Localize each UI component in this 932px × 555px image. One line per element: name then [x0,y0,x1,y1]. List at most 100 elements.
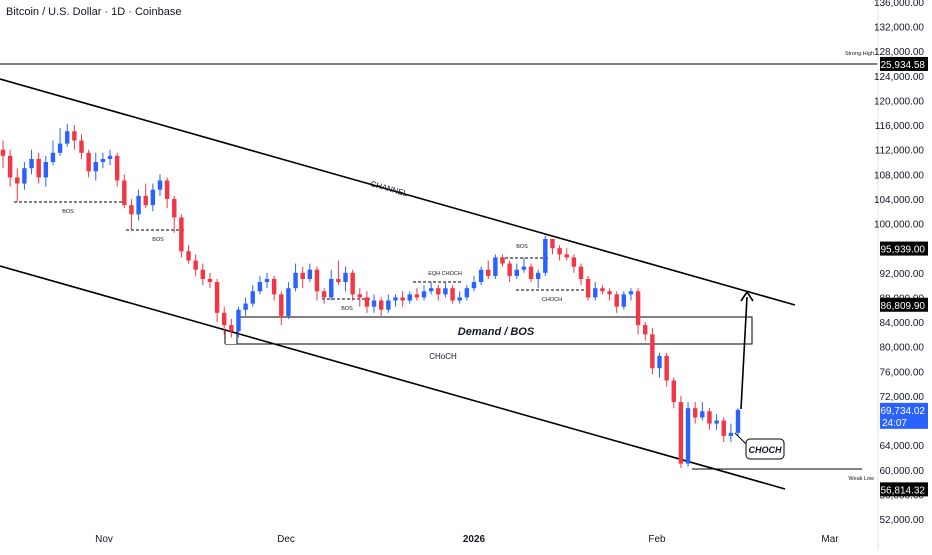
candle-body [329,278,334,298]
y-tick-label: 80,000.00 [880,343,925,354]
x-tick-label: Mar [821,534,839,545]
choch-callout-label: CHOCH [749,445,782,455]
candle-body [179,217,184,252]
y-tick-label: 72,000.00 [880,392,925,403]
price-tag-bg [880,241,928,256]
y-tick-label: 52,000.00 [880,515,925,526]
choch-callout-pointer [734,432,748,446]
price-tag-bg [880,297,928,312]
candle-body [100,158,106,163]
candle-body [307,269,313,279]
x-tick-label: Feb [648,534,666,545]
choch-callout-box [745,438,785,460]
candle-body [421,291,427,298]
candle-body [86,152,91,172]
candle-body [400,297,405,301]
y-tick-label: 64,000.00 [880,441,925,452]
y-tick-label: 60,000.00 [880,466,925,477]
candle-body [50,152,56,163]
candle-body [172,198,177,218]
candle-body [293,272,298,289]
candle-body [371,300,377,307]
choch-small-label: CHOCH [542,297,562,303]
price-tag-label: 125,934.58 [875,60,925,71]
candle-body [157,180,163,190]
candle-body [707,411,712,424]
x-tick-label: Dec [277,534,295,545]
y-tick-label: 132,000.00 [874,23,924,34]
demand-label: Demand / BOS [458,326,535,338]
candle-body [72,131,77,141]
candle-body [7,155,13,178]
candle-body [628,291,634,295]
y-tick-label: 84,000.00 [880,318,925,329]
y-tick-label: 92,000.00 [880,269,925,280]
candle-body [457,297,462,301]
candle-body [692,408,698,418]
candle-body [200,269,206,279]
current-price-tag-bg [880,402,928,429]
candle-body [486,269,491,276]
candle-body [678,402,684,464]
candle-body [186,251,191,261]
candle-body [407,294,412,301]
candle-body [257,282,263,292]
candle-body [286,288,291,316]
x-tick-label: Nov [95,534,113,545]
strong-high-label: Strong High [845,51,874,57]
candle-body [671,380,676,403]
candle-body [150,189,156,206]
bos-label-1: BOS [62,209,74,215]
candle-body [229,325,234,332]
candle-body [314,269,320,292]
current-price-label: 69,734.02 [881,406,926,417]
candle-body [43,162,49,178]
candle-body [443,288,448,295]
candle-body [607,291,612,295]
candle-body [79,140,84,153]
candle-body [614,294,619,307]
candle-body [414,294,420,298]
candle-body [93,162,98,172]
candle-body [264,278,270,283]
price-tag-label: 86,809.90 [881,301,926,312]
y-tick-label: 112,000.00 [875,146,925,157]
candle-body [136,195,141,215]
candle-body [635,291,641,326]
candle-body [600,288,605,292]
candle-body [721,420,726,436]
candle-body [107,155,113,159]
price-tag-bg [880,482,928,497]
candle-body [15,177,20,184]
candle-body [493,257,498,276]
candle-body [279,294,284,316]
projection-arrow-line [740,296,748,410]
candle-body [664,355,669,381]
candle-body [714,420,719,424]
candle-body [65,131,70,144]
candle-body [621,294,627,307]
candle-body [528,266,534,279]
choch-zone-label: CHoCH [429,352,457,361]
candle-body [193,260,198,270]
candle-body [464,288,470,298]
y-tick-label: 104,000.00 [874,195,924,206]
candle-body [585,278,591,298]
candle-body [650,334,655,369]
projection-arrowhead [740,290,754,302]
candle-body [643,325,648,335]
candle-body [114,155,120,181]
candle-body [271,278,277,295]
candle-body [321,291,327,298]
y-tick-label: 128,000.00 [874,47,924,58]
candle-body [336,278,341,283]
y-tick-label: 136,000.00 [874,0,924,9]
candle-body [436,288,441,295]
countdown-label: 24:07 [882,418,907,429]
channel-upper-line [0,78,796,306]
candle-body [578,266,584,279]
candle-body [593,288,598,298]
candle-body [129,205,134,215]
